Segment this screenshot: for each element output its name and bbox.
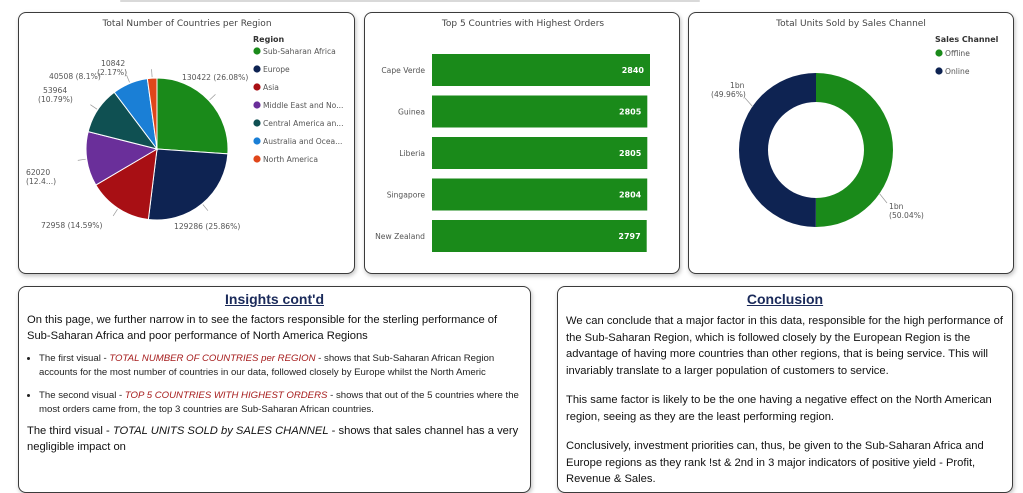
leader-line xyxy=(878,192,888,204)
insights-heading: Insights cont'd xyxy=(225,291,324,307)
leader-line xyxy=(77,158,86,161)
leader-line xyxy=(126,74,130,83)
legend-marker xyxy=(253,47,261,55)
data-label: 130422 (26.08%) xyxy=(182,73,248,82)
data-label: 1bn xyxy=(889,202,904,211)
legend-marker xyxy=(253,65,261,73)
bar[interactable] xyxy=(432,220,647,252)
bar-category-label: Singapore xyxy=(387,191,426,200)
insights-card: Insights cont'd On this page, we further… xyxy=(18,286,531,493)
bar-category-label: Cape Verde xyxy=(381,66,425,75)
legend-item[interactable]: Offline xyxy=(945,49,970,58)
conclusion-paragraph: Conclusively, investment priorities can,… xyxy=(566,440,984,485)
leader-line xyxy=(209,94,216,101)
legend-marker xyxy=(253,119,261,127)
bar-value-label: 2797 xyxy=(618,232,640,241)
legend-title: Sales Channel xyxy=(935,35,999,44)
leader-line xyxy=(90,104,98,110)
insights-intro: On this page, we further narrow in to se… xyxy=(27,314,498,342)
bar-value-label: 2805 xyxy=(619,108,642,117)
conclusion-paragraph: This same factor is likely to be the one… xyxy=(566,394,992,423)
data-label: (50.04%) xyxy=(889,211,924,220)
data-label: 72958 (14.59%) xyxy=(41,221,102,230)
data-label: (12.4...) xyxy=(26,177,56,186)
data-label: 10842 xyxy=(101,59,125,68)
chart-title: Total Units Sold by Sales Channel xyxy=(775,19,926,29)
bar-category-label: Liberia xyxy=(399,149,425,158)
chart-title: Top 5 Countries with Highest Orders xyxy=(441,19,604,29)
chart-title: Total Number of Countries per Region xyxy=(101,19,271,29)
pie-slice[interactable] xyxy=(95,148,158,221)
legend-item[interactable]: Asia xyxy=(263,83,279,92)
legend-item[interactable]: Middle East and No... xyxy=(263,101,343,110)
data-label: (49.96%) xyxy=(711,90,746,99)
data-label: 53964 xyxy=(43,86,67,95)
legend-marker xyxy=(253,101,261,109)
bar-chart-card: Top 5 Countries with Highest Orders Cape… xyxy=(364,12,680,274)
bar-value-label: 2840 xyxy=(622,66,645,75)
legend-item[interactable]: North America xyxy=(263,155,318,164)
legend-marker xyxy=(935,67,943,75)
insights-bullet: The first visual - TOTAL NUMBER OF COUNT… xyxy=(39,352,522,379)
pie-slice[interactable] xyxy=(146,77,158,150)
legend-item[interactable]: Sub-Saharan Africa xyxy=(263,47,336,56)
legend-item[interactable]: Europe xyxy=(263,65,290,74)
legend-marker xyxy=(253,137,261,145)
data-label: (10.79%) xyxy=(38,95,73,104)
legend-marker xyxy=(253,155,261,163)
donut-chart-card: Total Units Sold by Sales Channel 1bn (50… xyxy=(688,12,1014,274)
insights-bullet-list: The first visual - TOTAL NUMBER OF COUNT… xyxy=(27,352,522,416)
region-pie-chart: Total Number of Countries per Region 130… xyxy=(26,19,344,231)
bar-category-label: Guinea xyxy=(398,108,425,117)
data-label: 40508 (8.1%) xyxy=(49,72,101,81)
legend-item[interactable]: Central America an... xyxy=(263,119,344,128)
sales-channel-donut-chart: Total Units Sold by Sales Channel 1bn(50… xyxy=(711,19,999,227)
donut-slice[interactable] xyxy=(738,73,816,227)
bar[interactable] xyxy=(432,137,648,169)
data-label: 62020 xyxy=(26,168,50,177)
bar[interactable] xyxy=(432,178,648,211)
insights-bullet: The second visual - TOP 5 COUNTRIES WITH… xyxy=(39,389,522,416)
top-divider xyxy=(120,0,700,2)
conclusion-card: Conclusion We can conclude that a major … xyxy=(557,286,1013,493)
leader-line xyxy=(151,69,153,78)
pie-slice[interactable] xyxy=(156,77,229,155)
donut-slice[interactable] xyxy=(815,73,893,227)
legend-item[interactable]: Australia and Ocea... xyxy=(263,137,342,146)
legend-marker xyxy=(935,49,943,57)
bar-value-label: 2804 xyxy=(619,191,642,200)
pie-chart-card: Total Number of Countries per Region 130… xyxy=(18,12,355,274)
legend-item[interactable]: Online xyxy=(945,67,970,76)
legend-marker xyxy=(253,83,261,91)
leader-line xyxy=(744,97,754,108)
data-label: (2.17%) xyxy=(97,68,127,77)
leader-line xyxy=(112,209,118,217)
data-label: 1bn xyxy=(730,81,745,90)
bar[interactable] xyxy=(432,54,650,86)
data-label: 129286 (25.86%) xyxy=(174,222,240,231)
leader-line xyxy=(202,204,209,211)
bar-value-label: 2805 xyxy=(619,149,642,158)
bar-category-label: New Zealand xyxy=(375,232,425,241)
pie-slice[interactable] xyxy=(147,148,229,221)
bar[interactable] xyxy=(432,95,648,128)
legend-title: Region xyxy=(253,35,285,44)
conclusion-heading: Conclusion xyxy=(746,291,824,307)
insights-third-visual: The third visual - TOTAL UNITS SOLD by S… xyxy=(27,425,519,453)
top-countries-bar-chart: Top 5 Countries with Highest Orders Cape… xyxy=(375,19,650,252)
conclusion-paragraph: We can conclude that a major factor in t… xyxy=(566,315,1003,377)
